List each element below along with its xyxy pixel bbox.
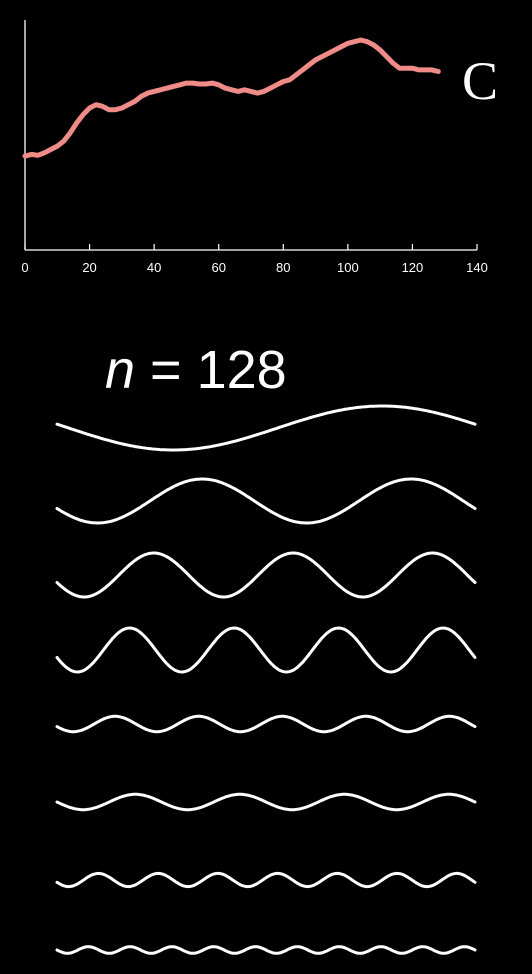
x-tick-label: 80	[276, 260, 290, 275]
x-tick-label: 120	[402, 260, 424, 275]
x-tick-label: 140	[466, 260, 488, 275]
x-tick-label: 0	[21, 260, 28, 275]
x-ticks: 0 20 40 60 80 100 120 140	[21, 244, 488, 275]
wave-line-1	[55, 404, 477, 452]
wave-line-2	[55, 477, 477, 525]
chart-panel-c: 0 20 40 60 80 100 120 140 C	[21, 20, 498, 275]
wave-line-3	[55, 551, 477, 599]
wave-line-5	[55, 714, 477, 734]
x-tick-label: 20	[82, 260, 96, 275]
wave-line-8	[55, 945, 477, 955]
wave-lines	[55, 404, 477, 955]
x-tick-label: 100	[337, 260, 359, 275]
x-tick-label: 40	[147, 260, 161, 275]
x-tick-label: 60	[211, 260, 225, 275]
wave-line-7	[55, 871, 477, 889]
series-line	[22, 37, 441, 159]
wave-line-6	[55, 792, 477, 812]
waves-panel: n = 128	[55, 340, 477, 955]
panel-label: C	[462, 51, 498, 111]
waves-title-var: n	[105, 340, 135, 400]
waves-title: n = 128	[105, 340, 287, 400]
wave-line-4	[55, 626, 477, 674]
waves-title-rest: = 128	[135, 340, 287, 400]
